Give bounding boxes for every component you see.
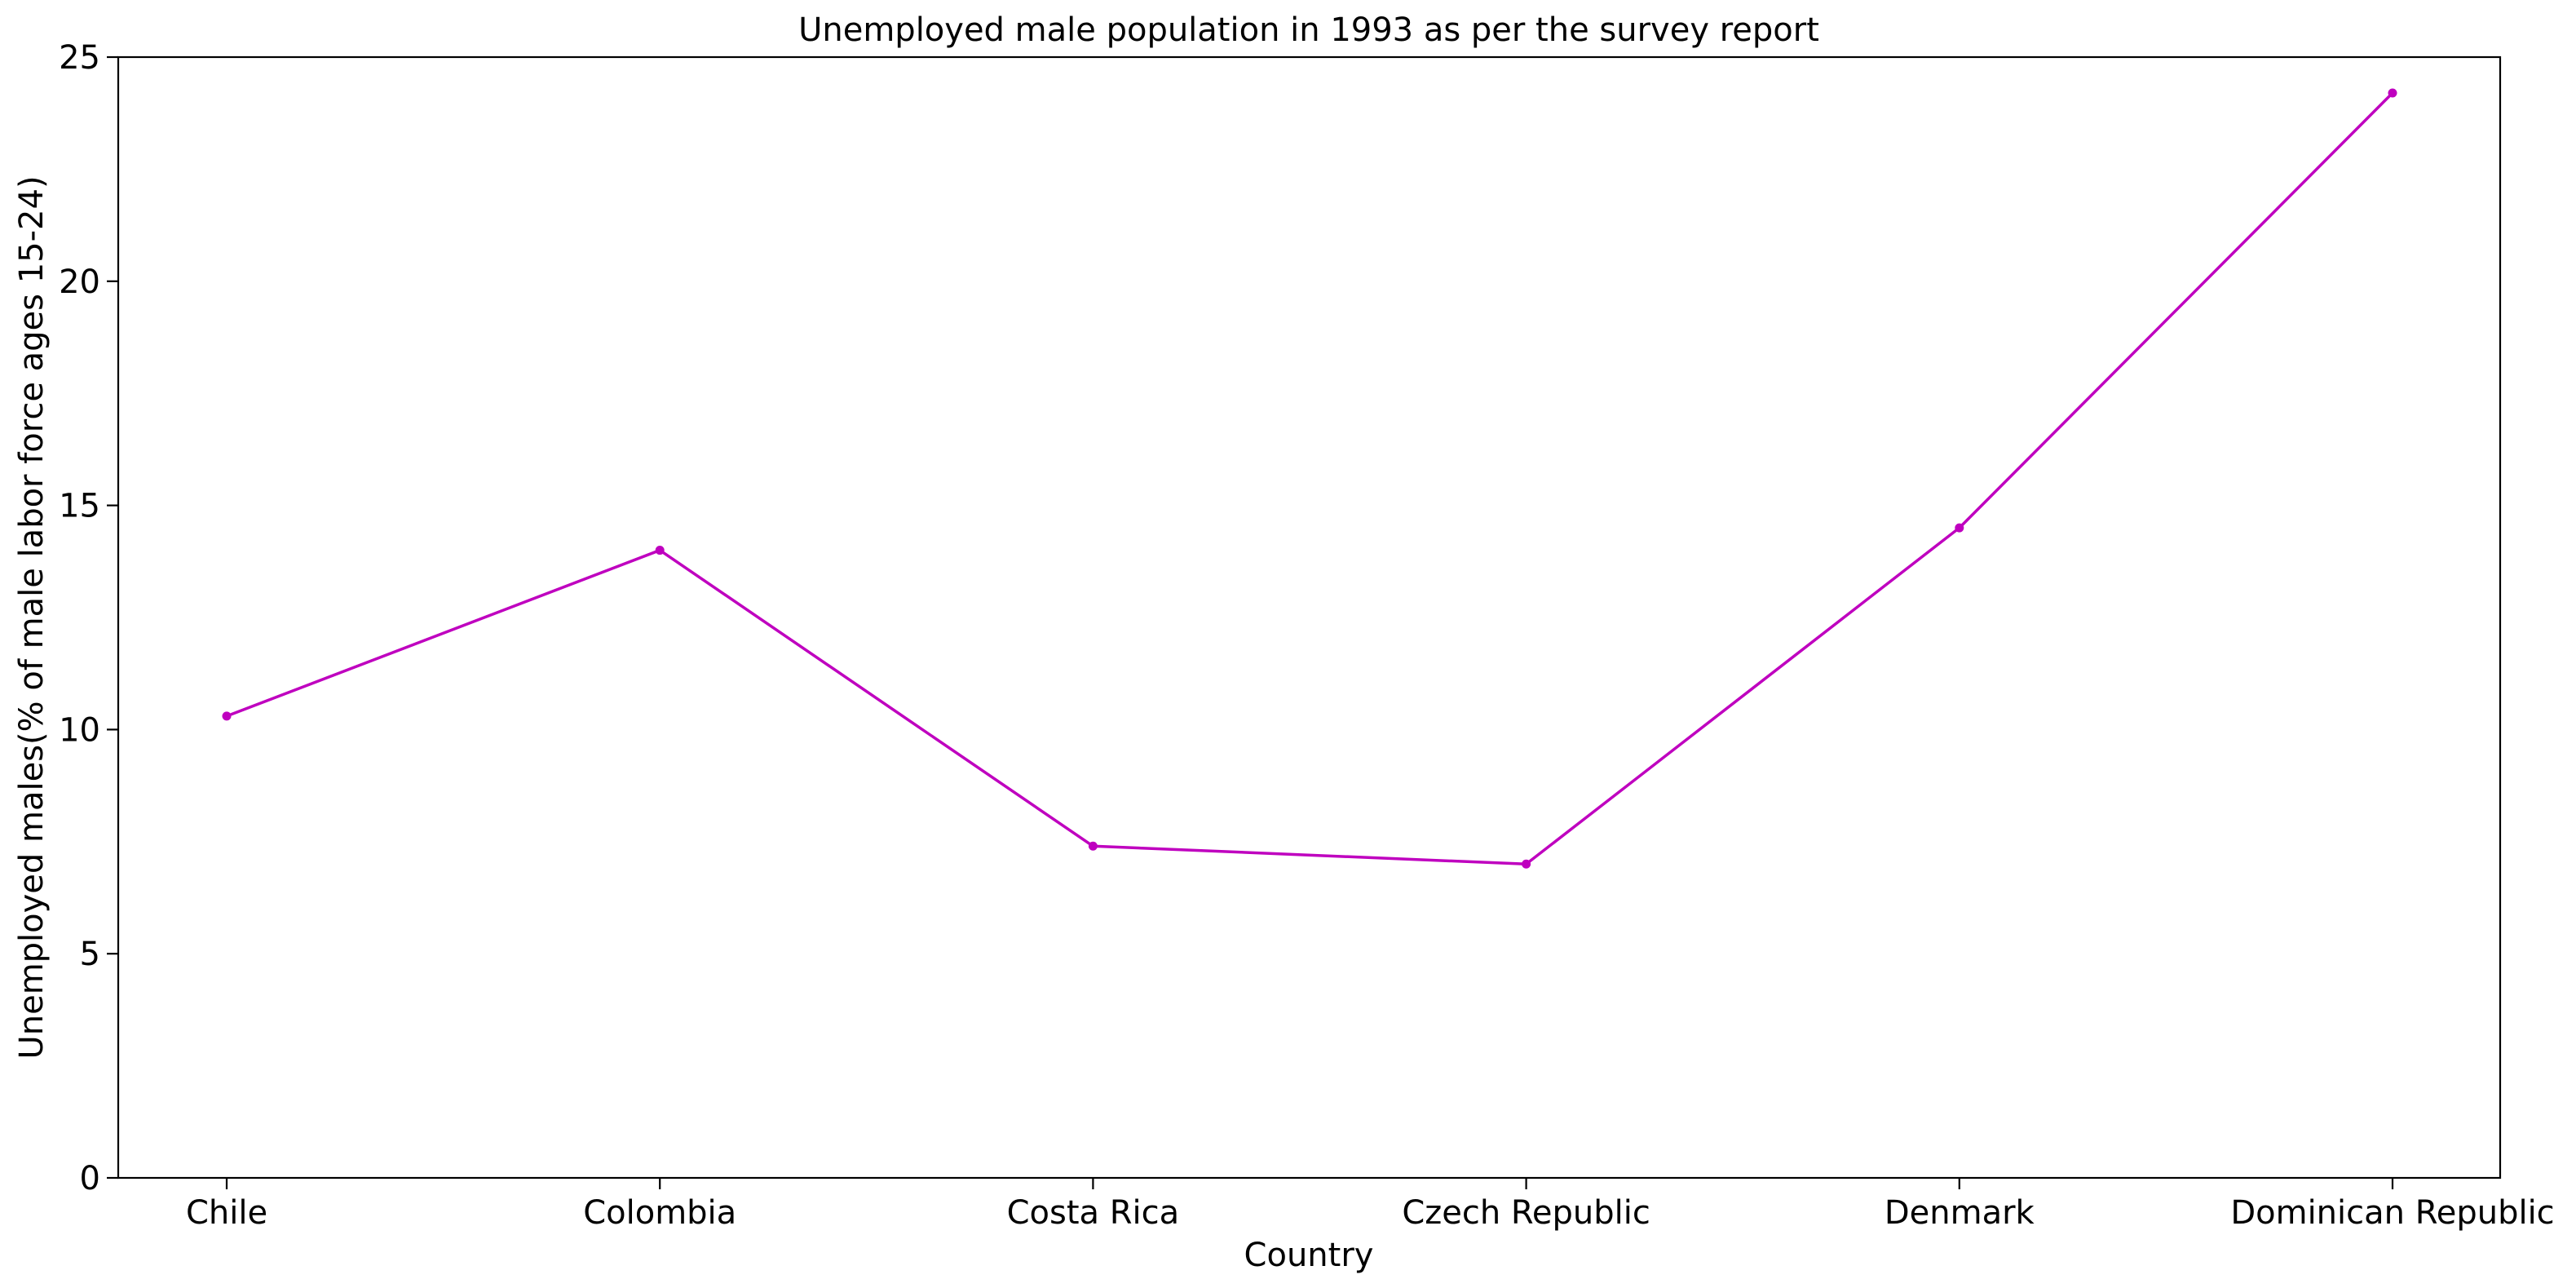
y-tick-label-4: 20 [59, 263, 100, 301]
series-line-0 [226, 91, 2394, 866]
chart-title: Unemployed male population in 1993 as pe… [798, 11, 1819, 49]
data-point-0-3 [1522, 859, 1531, 869]
x-tick-label-5: Dominican Republic [2230, 1194, 2554, 1232]
x-axis: Chile Colombia Costa Rica Czech Republic Den… [186, 1178, 2555, 1232]
x-tick-label-3: Czech Republic [1402, 1194, 1650, 1232]
plot-frame [117, 55, 2502, 1180]
y-tick-label-2: 10 [59, 711, 100, 749]
x-axis-label: Country [1244, 1237, 1374, 1274]
y-tick-label-1: 5 [80, 936, 100, 973]
data-point-0-0 [222, 711, 232, 721]
plot-area [117, 55, 2502, 1180]
data-point-0-5 [2388, 88, 2397, 98]
series-layer [222, 88, 2397, 869]
y-tick-label-3: 15 [59, 488, 100, 525]
x-tick-label-2: Costa Rica [1007, 1194, 1180, 1232]
y-tick-label-5: 25 [59, 39, 100, 77]
x-tick-label-1: Colombia [583, 1194, 736, 1232]
x-tick-label-0: Chile [186, 1194, 267, 1232]
data-point-0-4 [1955, 523, 1964, 533]
x-tick-label-4: Denmark [1885, 1194, 2035, 1232]
y-axis-label: Unemployed males(% of male labor force a… [13, 175, 51, 1059]
y-axis: 0 5 10 15 20 25 [59, 39, 118, 1197]
data-point-0-1 [655, 546, 665, 555]
data-point-0-2 [1088, 841, 1098, 851]
y-tick-label-0: 0 [80, 1160, 100, 1197]
